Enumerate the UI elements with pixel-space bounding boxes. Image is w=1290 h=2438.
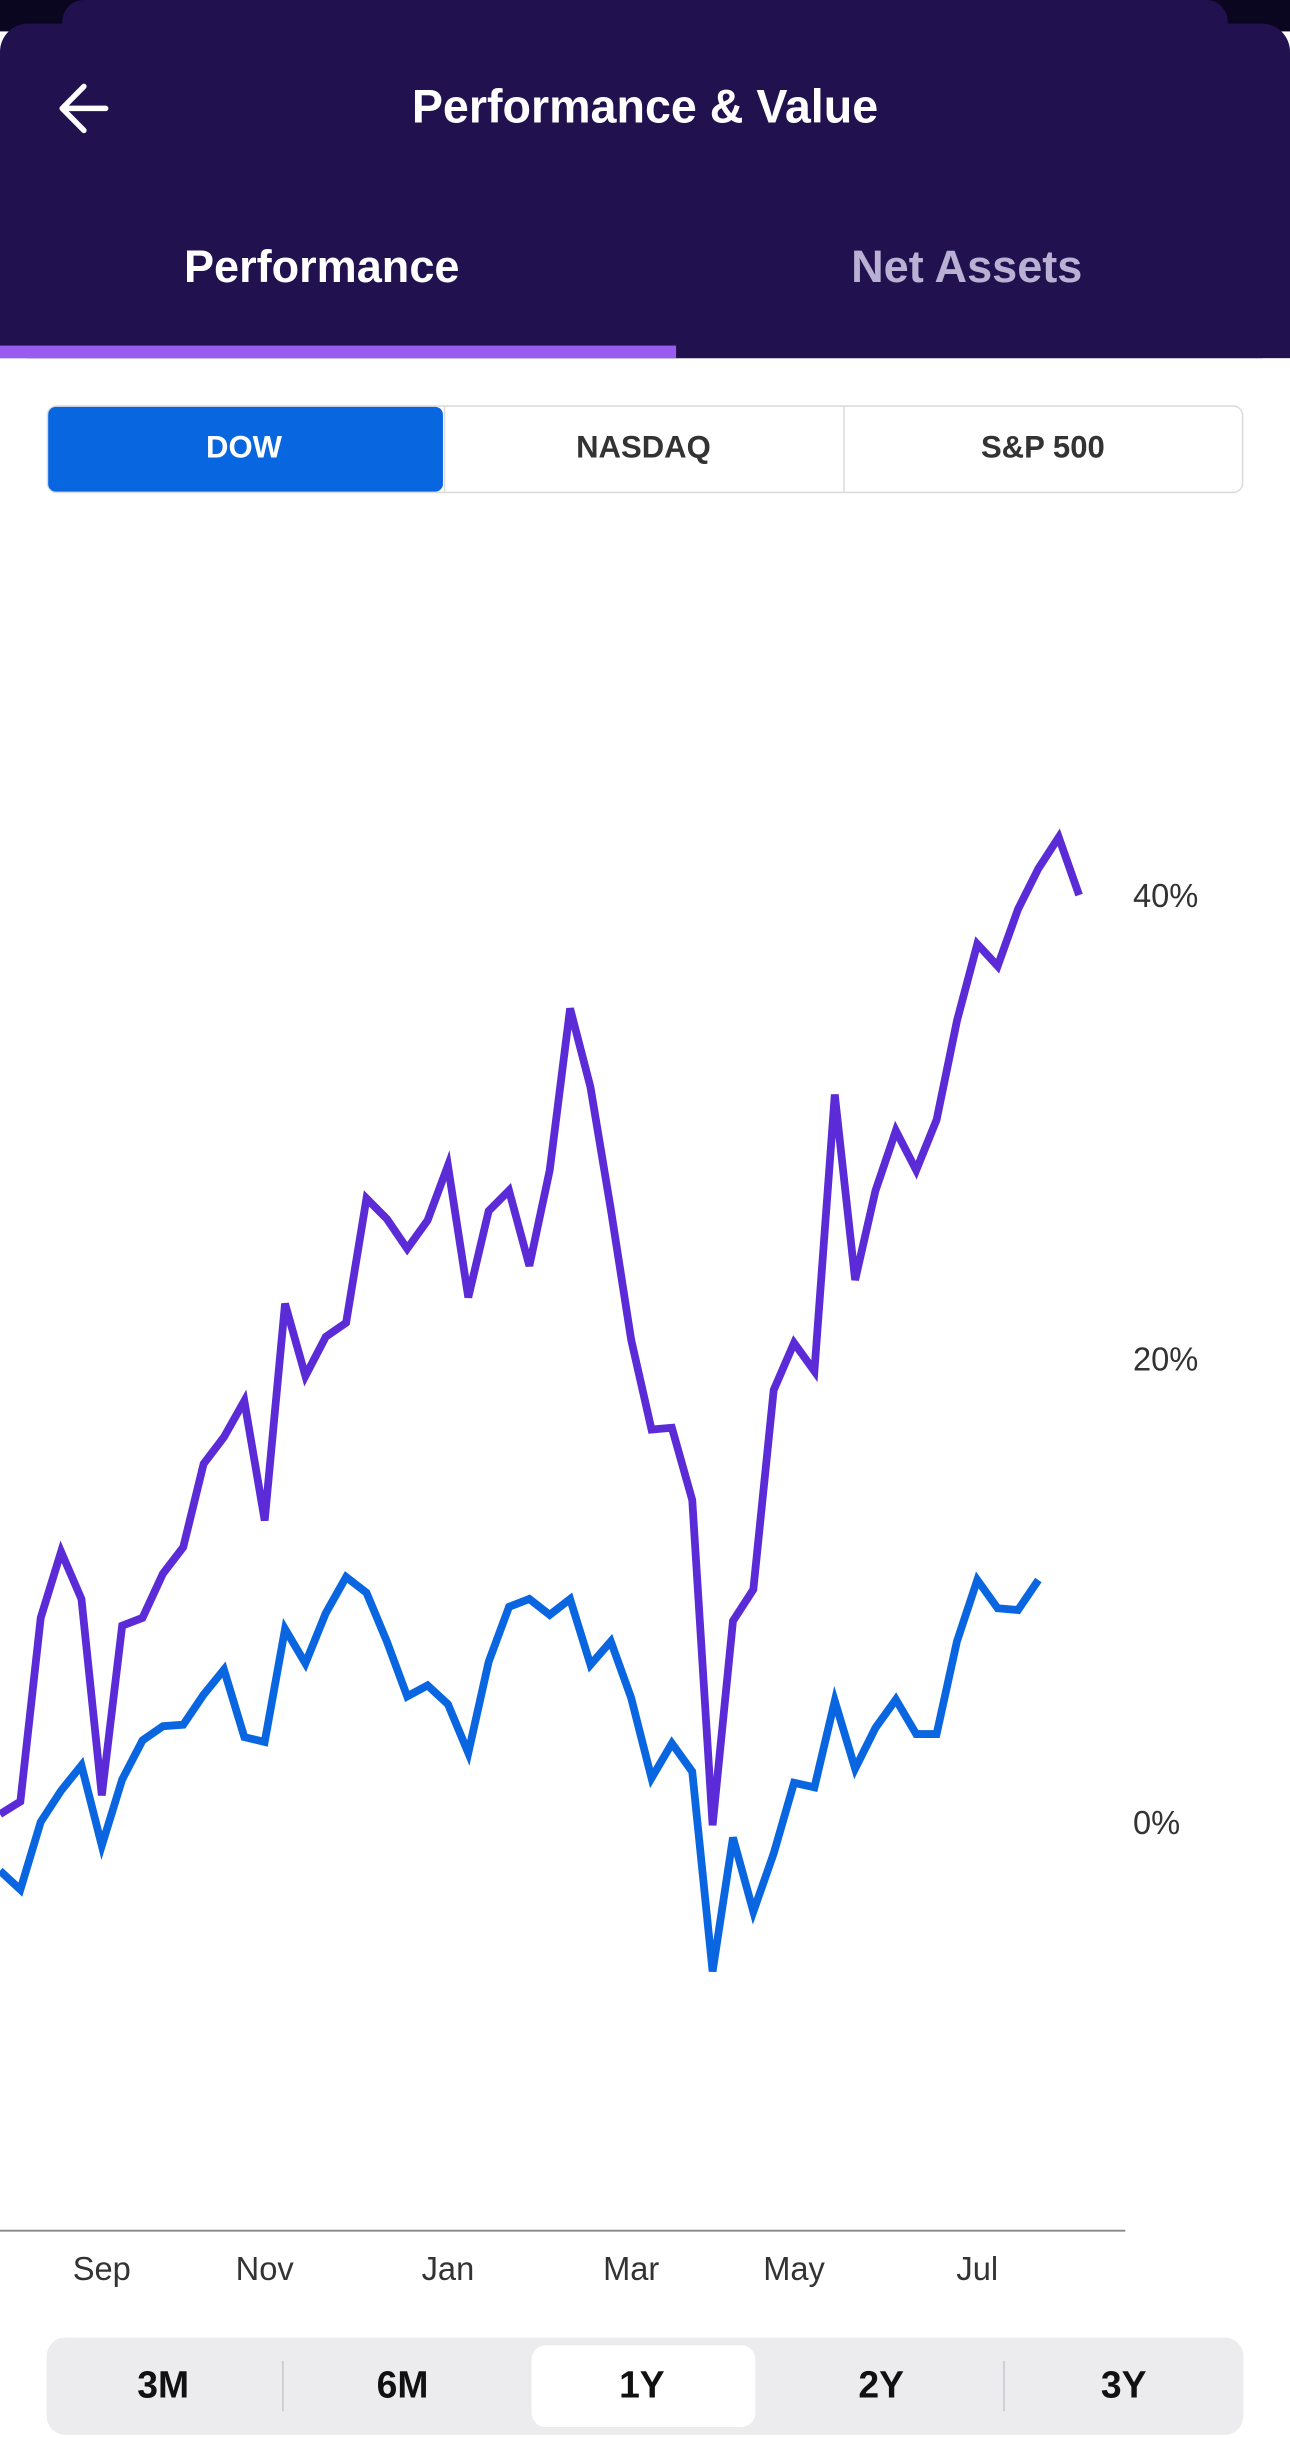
series-line bbox=[0, 828, 1083, 1826]
y-tick-label: 20% bbox=[1133, 1340, 1198, 1377]
x-tick-label: Sep bbox=[73, 2250, 131, 2287]
back-arrow[interactable] bbox=[59, 83, 109, 134]
tab-indicator bbox=[0, 345, 677, 359]
x-tick-label: Jan bbox=[422, 2250, 475, 2287]
period-button[interactable]: 1Y bbox=[619, 2364, 665, 2406]
chart: 0% 20% 40% Sep Nov Jan Mar May Jul bbox=[0, 828, 1198, 2287]
period-button[interactable]: 3Y bbox=[1101, 2364, 1147, 2406]
page-title: Performance & Value bbox=[412, 80, 878, 132]
y-tick-label: 40% bbox=[1133, 877, 1198, 914]
x-tick-label: Nov bbox=[236, 2250, 295, 2287]
x-tick-label: Mar bbox=[603, 2250, 659, 2287]
period-button[interactable]: 3M bbox=[137, 2364, 189, 2406]
period-button[interactable]: 2Y bbox=[858, 2364, 904, 2406]
x-tick-label: Jul bbox=[956, 2250, 998, 2287]
index-button-active[interactable] bbox=[48, 406, 443, 492]
header-fill bbox=[0, 94, 1290, 359]
series-line bbox=[0, 1571, 1042, 1973]
x-tick-label: May bbox=[763, 2250, 825, 2287]
tab[interactable]: Performance bbox=[184, 241, 459, 292]
index-button[interactable]: DOW bbox=[206, 429, 282, 464]
index-button[interactable]: NASDAQ bbox=[576, 429, 711, 464]
period-button-active[interactable] bbox=[531, 2345, 756, 2428]
tab[interactable]: Net Assets bbox=[851, 241, 1082, 292]
index-button[interactable]: S&P 500 bbox=[981, 429, 1105, 464]
back-button[interactable] bbox=[59, 83, 109, 134]
period-button[interactable]: 6M bbox=[377, 2364, 429, 2406]
y-tick-label: 0% bbox=[1133, 1804, 1180, 1841]
